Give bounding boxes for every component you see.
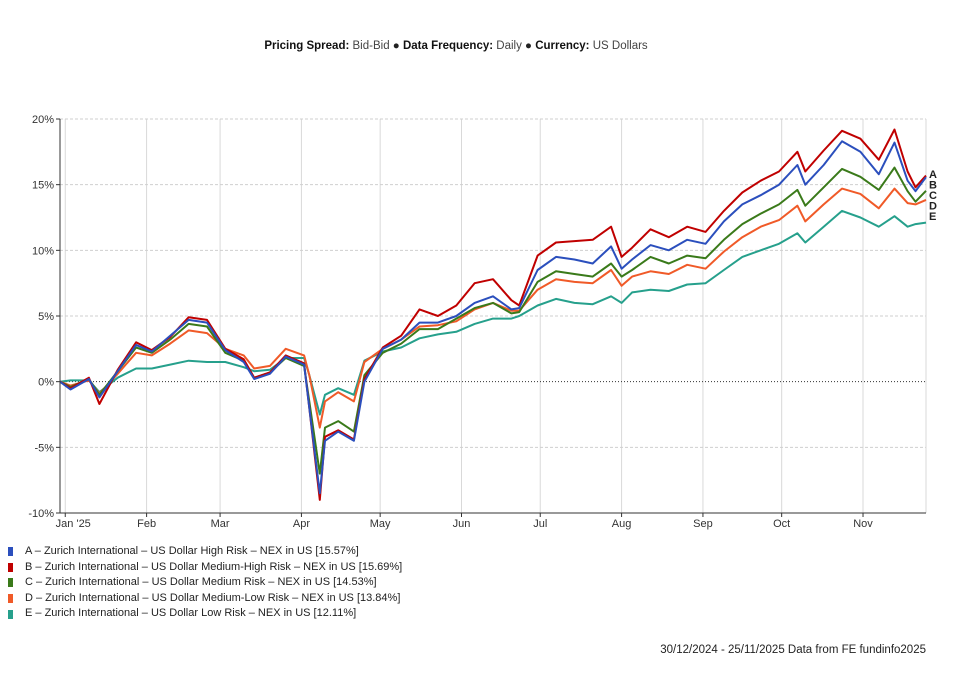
data-frequency-value: Daily — [496, 40, 522, 52]
pricing-spread-label: Pricing Spread: — [264, 40, 350, 52]
separator: ● — [525, 40, 532, 52]
x-tick-label: May — [370, 518, 391, 530]
x-tick-label: Mar — [211, 518, 230, 530]
series-line-c — [59, 166, 927, 475]
y-tick-label: -5% — [34, 442, 54, 454]
pricing-spread-value: Bid-Bid — [352, 40, 390, 52]
axes: Jan '25 Feb Mar Apr May Jun Jul Aug Sep Oct Nov -10… — [28, 114, 926, 530]
currency-label: Currency: — [535, 40, 590, 52]
x-tick-label: Jul — [533, 518, 547, 530]
data-frequency-label: Data Frequency: — [402, 40, 494, 52]
y-tick-label: -10% — [28, 508, 54, 520]
x-tick-label: Feb — [137, 518, 156, 530]
x-tick-label: Jan '25 — [56, 518, 91, 530]
x-tick-label: Jun — [453, 518, 471, 530]
x-tick-label: Apr — [293, 518, 310, 530]
series-line-d — [59, 187, 927, 429]
y-tick-label: 15% — [32, 180, 54, 192]
legend-label: C – Zurich International – US Dollar Med… — [25, 576, 377, 589]
chart-subtitle: Pricing Spread: Bid-Bid ● Data Frequency… — [0, 40, 912, 52]
grid — [60, 118, 927, 513]
legend-swatch — [8, 594, 13, 604]
currency-value: US Dollars — [592, 40, 648, 52]
legend-item-c: C – Zurich International – US Dollar Med… — [8, 575, 402, 591]
end-label-b: B — [929, 180, 937, 192]
legend-label: E – Zurich International – US Dollar Low… — [25, 607, 357, 620]
legend-label: D – Zurich International – US Dollar Med… — [25, 591, 401, 604]
legend-item-a: A – Zurich International – US Dollar Hig… — [8, 544, 402, 560]
legend-item-e: E – Zurich International – US Dollar Low… — [8, 606, 402, 622]
end-label-a: A — [929, 169, 937, 181]
x-tick-label: Nov — [853, 518, 873, 530]
legend-swatch — [8, 562, 13, 572]
legend-swatch — [8, 547, 13, 557]
legend-item-b: B – Zurich International – US Dollar Med… — [8, 560, 402, 576]
end-label-c: C — [929, 190, 937, 202]
x-tick-label: Oct — [773, 518, 790, 530]
y-tick-label: 0% — [38, 377, 54, 389]
legend-swatch — [8, 609, 13, 619]
legend-swatch — [8, 578, 13, 588]
data-source-note: 30/12/2024 - 25/11/2025 Data from FE fun… — [660, 644, 926, 656]
separator: ● — [392, 40, 400, 52]
legend-label: A – Zurich International – US Dollar Hig… — [25, 545, 359, 557]
legend: A – Zurich International – US Dollar Hig… — [8, 544, 402, 622]
legend-label: B – Zurich International – US Dollar Med… — [25, 560, 403, 573]
series-group — [59, 128, 927, 501]
y-tick-label: 20% — [32, 114, 54, 126]
end-label-d: D — [929, 201, 937, 213]
series-line-b — [59, 128, 927, 501]
series-line-e — [59, 209, 927, 416]
x-tick-label: Sep — [693, 518, 713, 530]
y-tick-label: 5% — [38, 311, 54, 323]
legend-item-d: D – Zurich International – US Dollar Med… — [8, 591, 402, 607]
series-line-a — [59, 140, 927, 495]
y-tick-label: 10% — [32, 245, 54, 257]
x-tick-label: Aug — [612, 518, 632, 530]
end-label-e: E — [929, 211, 936, 223]
